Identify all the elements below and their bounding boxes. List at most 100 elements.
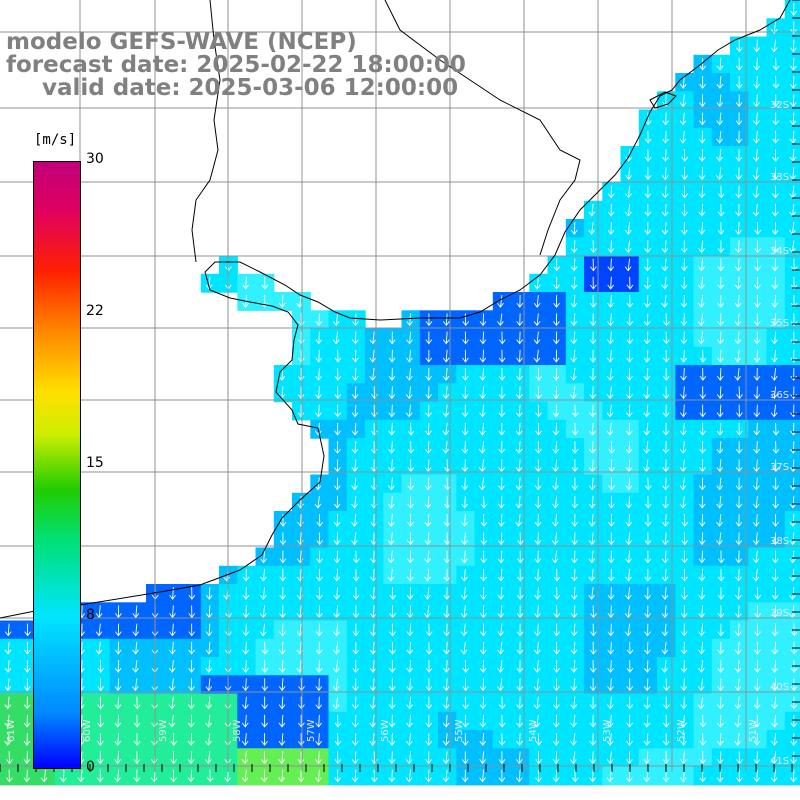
wind-cell [784, 0, 800, 19]
longitude-label: 55W [454, 719, 465, 742]
wind-cell [346, 693, 366, 713]
wind-cell [602, 237, 622, 257]
wind-arrow [462, 678, 470, 692]
wind-arrow [516, 623, 524, 637]
wind-arrow [425, 751, 432, 765]
wind-cell [438, 730, 457, 749]
wind-cell [365, 638, 384, 658]
wind-arrow [772, 477, 780, 491]
wind-cell [547, 766, 567, 786]
wind-cell [730, 365, 749, 384]
wind-arrow [351, 751, 359, 765]
wind-cell [675, 346, 695, 366]
wind-cell [730, 292, 749, 311]
wind-arrow [735, 550, 742, 564]
wind-arrow [643, 295, 651, 308]
wind-cell [602, 292, 622, 311]
wind-cell [730, 730, 749, 749]
wind-cell [657, 109, 676, 129]
wind-cell [675, 638, 695, 658]
wind-arrow [753, 769, 761, 783]
wind-arrow [680, 623, 688, 637]
wind-arrow [515, 514, 522, 527]
wind-arrow [753, 459, 760, 473]
wind-arrow [333, 568, 341, 582]
wind-cell [492, 310, 512, 330]
wind-arrow [479, 331, 487, 345]
wind-arrow [626, 276, 634, 290]
wind-cell [511, 346, 530, 366]
wind-arrow [443, 568, 451, 582]
valid-date: valid date: 2025-03-06 12:00:00 [42, 75, 459, 101]
wind-cell [346, 419, 366, 439]
wind-arrow [388, 751, 396, 765]
wind-cell [748, 383, 768, 403]
wind-cell [638, 237, 658, 257]
wind-arrow [662, 441, 670, 454]
wind-cell [602, 730, 622, 749]
wind-arrow [770, 751, 778, 765]
wind-cell [310, 365, 330, 384]
wind-arrow [735, 167, 743, 181]
wind-arrow [114, 641, 122, 655]
wind-arrow [790, 276, 798, 290]
wind-arrow [698, 550, 706, 564]
wind-cell [54, 766, 74, 786]
wind-cell [711, 474, 731, 494]
wind-arrow [187, 769, 195, 783]
wind-cell [730, 602, 749, 622]
wind-arrow [752, 167, 760, 181]
wind-cell [529, 675, 549, 695]
wind-cell [711, 146, 731, 165]
wind-cell [328, 565, 348, 585]
wind-arrow [590, 623, 597, 637]
wind-cell [565, 730, 585, 749]
wind-cell [237, 657, 257, 676]
wind-arrow [588, 587, 595, 600]
wind-arrow [316, 587, 323, 600]
wind-arrow [588, 532, 596, 546]
wind-cell [693, 529, 713, 549]
wind-arrow [771, 660, 779, 673]
wind-cell [365, 328, 384, 348]
wind-arrow [771, 641, 779, 655]
wind-cell [766, 328, 786, 348]
wind-cell [584, 529, 603, 549]
wind-cell [602, 328, 622, 348]
wind-arrow [388, 696, 396, 710]
wind-cell [602, 182, 622, 202]
wind-arrow [352, 714, 359, 728]
wind-arrow [315, 714, 323, 728]
wind-arrow [315, 751, 322, 765]
wind-arrow [679, 76, 687, 89]
wind-arrow [497, 550, 505, 564]
wind-arrow [462, 660, 470, 673]
wind-cell [565, 657, 585, 676]
wind-arrow [661, 276, 669, 290]
wind-arrow [552, 459, 559, 473]
wind-cell [638, 620, 658, 640]
wind-cell [328, 328, 348, 348]
wind-cell [310, 328, 330, 348]
wind-arrow [553, 641, 560, 655]
wind-arrow [460, 641, 468, 655]
wind-arrow [516, 678, 524, 692]
wind-cell [511, 748, 530, 768]
wind-cell [675, 711, 695, 731]
wind-cell [292, 511, 311, 530]
wind-arrow [425, 368, 433, 381]
wind-cell [675, 310, 695, 330]
wind-arrow [734, 276, 742, 290]
wind-arrow [23, 769, 31, 783]
wind-arrow [4, 714, 12, 728]
wind-arrow [698, 112, 706, 126]
wind-arrow [278, 678, 286, 692]
wind-arrow [698, 641, 705, 655]
wind-arrow [662, 404, 670, 418]
wind-cell [638, 638, 658, 658]
wind-cell [529, 273, 549, 293]
latitude-label: 34S [770, 246, 790, 257]
wind-cell [711, 675, 731, 695]
wind-arrow [278, 368, 286, 381]
wind-arrow [772, 441, 780, 454]
